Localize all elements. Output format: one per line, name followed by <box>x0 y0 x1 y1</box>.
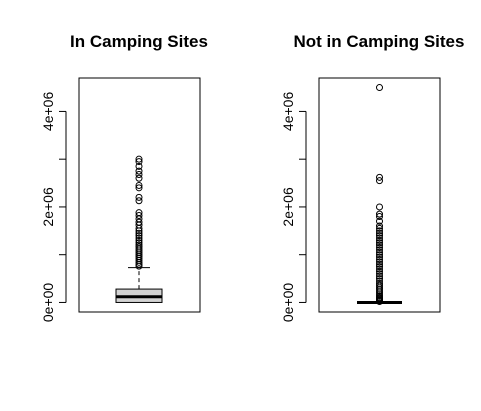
outlier-point <box>135 232 143 240</box>
outlier-point <box>376 212 383 220</box>
outlier-point <box>135 162 143 170</box>
outlier-point <box>376 275 383 283</box>
outlier-point <box>376 244 383 252</box>
outlier-point <box>135 218 143 226</box>
outlier-point <box>135 184 143 192</box>
panel-not-in-camping-sites: Not in Camping Sites 0e+00 2e+06 4e+06 <box>280 32 464 322</box>
y-tick-label: 2e+06 <box>40 187 56 227</box>
y-tick-label: 4e+06 <box>280 92 296 132</box>
outlier-point <box>376 222 383 230</box>
outlier-point <box>135 229 143 237</box>
outlier-point <box>376 253 383 261</box>
y-tick-label: 0e+00 <box>280 283 296 323</box>
outlier-point <box>135 236 143 244</box>
outlier-point <box>376 279 383 287</box>
outlier-point <box>376 241 383 249</box>
chart-title: In Camping Sites <box>70 32 208 51</box>
outlier-point <box>135 239 143 247</box>
outlier-point <box>376 210 383 218</box>
outlier-point <box>376 177 383 185</box>
outlier-point <box>135 155 143 163</box>
outlier-point <box>376 227 383 235</box>
outlier-point <box>135 243 143 251</box>
outlier-point <box>135 167 143 175</box>
y-tick-label: 4e+06 <box>40 92 56 132</box>
outlier-point <box>376 251 383 259</box>
outlier-point <box>376 281 383 289</box>
outlier-point <box>376 277 383 285</box>
y-tick-label: 0e+00 <box>40 283 56 323</box>
outlier-point <box>376 224 383 232</box>
outlier-point <box>376 203 383 211</box>
y-tick-label: 2e+06 <box>280 187 296 227</box>
outlier-point <box>376 272 383 280</box>
boxplot-marks <box>115 155 163 303</box>
outlier-point <box>376 236 383 244</box>
plot-frame <box>318 77 441 313</box>
y-axis: 0e+00 2e+06 4e+06 <box>280 92 307 323</box>
outlier-point <box>135 234 143 242</box>
outlier-point <box>135 193 143 201</box>
outlier-point <box>376 217 383 225</box>
plot-frame <box>78 77 201 313</box>
outlier-point <box>135 209 143 217</box>
outlier-point <box>376 248 383 256</box>
outlier-point <box>376 267 383 275</box>
y-axis: 0e+00 2e+06 4e+06 <box>40 92 67 323</box>
outlier-point <box>376 84 383 92</box>
outlier-point <box>376 270 383 278</box>
outlier-point <box>135 181 143 189</box>
outlier-point <box>135 170 143 178</box>
panel-in-camping-sites: In Camping Sites 0e+00 2e+06 4e+06 <box>40 32 208 322</box>
outlier-point <box>376 229 383 237</box>
outlier-point <box>135 197 143 205</box>
outlier-point <box>135 212 143 220</box>
outlier-point <box>135 241 143 249</box>
outlier-point <box>376 173 383 181</box>
outlier-point <box>376 232 383 240</box>
outlier-point <box>376 234 383 242</box>
outlier-point <box>376 258 383 266</box>
outlier-point <box>135 174 143 182</box>
outlier-point <box>376 246 383 254</box>
outlier-point <box>135 158 143 166</box>
boxplot-marks <box>357 84 402 305</box>
outlier-point <box>376 239 383 247</box>
outlier-point <box>376 263 383 271</box>
outlier-point <box>376 260 383 268</box>
chart-title: Not in Camping Sites <box>294 32 465 51</box>
outlier-point <box>376 265 383 273</box>
outlier-point <box>376 255 383 263</box>
